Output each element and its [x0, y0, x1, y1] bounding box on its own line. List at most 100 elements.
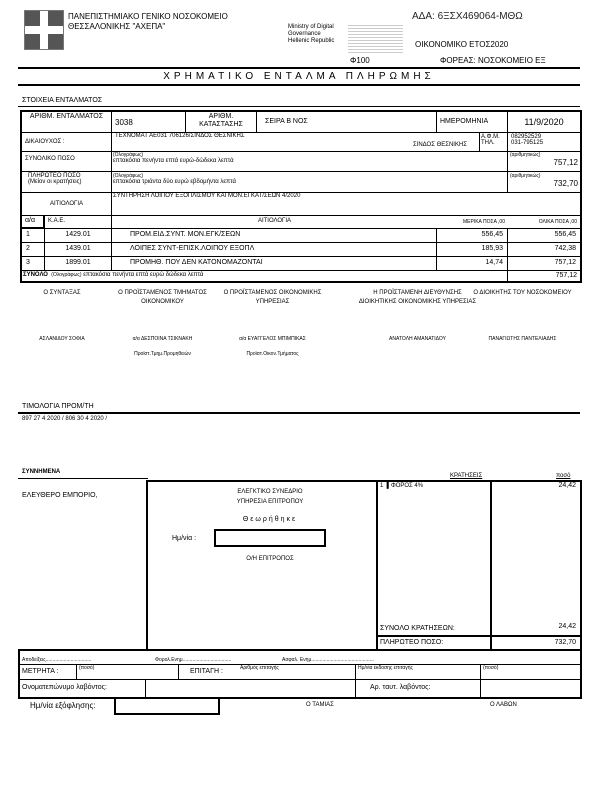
- order-number-label: ΑΡΙΘΜ. ΕΝΤΑΛΜΑΤΟΣ: [22, 112, 112, 133]
- col-kae: Κ.Α.Ε.: [45, 216, 112, 229]
- series: ΣΕΙΡΑ Β ΝΟΣ: [257, 112, 437, 133]
- deductions-total-label: ΣΥΝΟΛΟ ΚΡΑΤΗΣΕΩΝ:: [380, 625, 455, 632]
- signatory-title: Προϊστ.Τμημ.Προμηθειών: [134, 351, 191, 357]
- cash-amount-label[interactable]: (ποσό): [79, 665, 95, 671]
- item-kae: 1899.01: [45, 257, 112, 271]
- payable-total: 732,70: [554, 639, 576, 646]
- signatory-title: Προϊστ.Οικον.Τμήματος: [246, 351, 299, 357]
- ada-code: ΑΔΑ: 6ΞΣΧ469064-ΜΘΩ: [412, 11, 523, 22]
- cashier: Ο ΤΑΜΙΑΣ: [306, 702, 334, 708]
- item-total-amount: 556,45: [508, 229, 580, 243]
- org-name-line1: ΠΑΝΕΠΙΣΤΗΜΙΑΚΟ ΓΕΝΙΚΟ ΝΟΣΟΚΟΜΕΙΟ: [68, 12, 228, 21]
- cash-label: ΜΕΤΡΗΤΑ :: [22, 668, 59, 675]
- paid-date-label: Ημ/νία εξόφλησης:: [30, 701, 96, 710]
- payable-amount: (αριθμητικώς) 732,70: [508, 172, 580, 193]
- deduction-amount: 24,42: [558, 482, 576, 489]
- payable-total-label: ΠΛΗΡΩΤΕΟ ΠΟΣΟ:: [380, 639, 444, 646]
- deductions-label: ΚΡΑΤΗΣΕΙΣ: [450, 473, 483, 479]
- item-aa: 3: [22, 257, 45, 271]
- section-title: ΣΤΟΙΧΕΙΑ ΕΝΤΑΛΜΑΤΟΣ: [22, 97, 103, 104]
- item-kae: 1439.01: [45, 243, 112, 257]
- commissioner: Ο/Η ΕΠΙΤΡΟΠΟΣ: [246, 556, 294, 562]
- receiver-id-label: Αρ. ταυτ. λαβόντος:: [370, 684, 431, 691]
- signatory-name: ΠΑΝΑΓΙΩΤΗΣ ΠΑΝΤΕΛΙΑΔΗΣ: [488, 336, 557, 342]
- item-kae: 1429.01: [45, 229, 112, 243]
- cheque-number[interactable]: Αριθμός επιταγής: [240, 665, 279, 671]
- invoices-label: ΤΙΜΟΛΟΓΙΑ ΠΡΟΜ/ΤΗ: [22, 403, 94, 410]
- item-aa: 1: [22, 229, 45, 243]
- total-label: ΣΥΝΟΛΙΚΟ ΠΟΣΟ: [22, 152, 112, 172]
- item-partial-amount: 556,45: [437, 229, 508, 243]
- receiver-name-label: Ονοματεπώνυμο λαβόντος:: [22, 684, 107, 691]
- sum-amount: 757,12: [555, 272, 577, 279]
- item-total-amount: 757,12: [508, 257, 580, 271]
- attachments-value: ΕΛΕΥΘΕΡΟ ΕΜΠΟΡΙΟ,: [22, 492, 98, 499]
- reason: ΣΥΝΤΗΡΗΣΗ ΛΟΙΠΟΥ ΕΞΟΠΛΙΣΜΟΥ ΚΑΙ ΜΟΝ.ΕΓΚΑ…: [112, 193, 580, 216]
- invoices-value: 897 27 4 2020 / 806 30 4 2020 /: [22, 416, 108, 422]
- agency: ΦΟΡΕΑΣ: ΝΟΣΟΚΟΜΕΙΟ ΕΞ: [440, 56, 546, 65]
- deductions-amount-label: ποσό: [556, 473, 571, 479]
- org-name-line2: ΘΕΣΣΑΛΟΝΙΚΗΣ "ΑΧΕΠΑ": [68, 22, 166, 31]
- order-table: [20, 110, 582, 283]
- col-reason: ΑΙΤΙΟΛΟΓΙΑ: [112, 216, 437, 229]
- signature-role: Ο ΣΥΝΤΑΞΑΣ: [43, 290, 81, 296]
- beneficiary-label: ΔΙΚΑΙΟΥΧΟΣ :: [22, 133, 112, 152]
- cheque-date[interactable]: Ημ/νία έκδοσης επιταγής: [358, 665, 413, 671]
- col-total: ΟΛΙΚΑ ΠΟΣΑ ,00: [508, 216, 580, 229]
- receiver-id-input[interactable]: [481, 680, 580, 699]
- audit-line2: ΥΠΗΡΕΣΙΑ ΕΠΙΤΡΟΠΟΥ: [236, 499, 304, 505]
- item-description: ΠΡΟΜ.ΕΙΔ.ΣΥΝΤ. ΜΟΝ.ΕΓΚ/ΣΕΩΝ: [112, 229, 437, 243]
- document-title: ΧΡΗΜΑΤΙΚΟ ΕΝΤΑΛΜΑ ΠΛΗΡΩΜΗΣ: [163, 71, 435, 82]
- phi-code: Φ100: [350, 56, 370, 65]
- signatory-name: α/α ΕΥΑΓΓΕΛΟΣ ΜΠΙΜΠΙΚΑΣ: [239, 336, 306, 342]
- beneficiary: ΤΕΧΝΟΜΑΤ ΑΕ031 706126/ΣΙΝΔΟΣ ΘΕΣΝΙΚΗΣ ΣΙΝ…: [112, 133, 480, 152]
- fiscal-year: ΟΙΚΟΝΟΜΙΚΟ ΕΤΟΣ2020: [415, 40, 509, 49]
- item-partial-amount: 185,93: [437, 243, 508, 257]
- signature-role: Ο ΠΡΟΪΣΤΑΜΕΝΟΣ ΟΙΚΟΝΟΜΙΚΗΣ ΥΠΗΡΕΣΙΑΣ: [223, 290, 322, 305]
- order-number: 3038: [112, 112, 186, 133]
- signature-role: Ο ΠΡΟΪΣΤΑΜΕΝΟΣ ΤΜΗΜΑΤΟΣ ΟΙΚΟΝΟΜΙΚΟΥ: [118, 290, 207, 305]
- deductions-total: 24,42: [558, 623, 576, 630]
- digital-signature-stamp: [348, 23, 403, 53]
- reason-label: ΑΙΤΙΟΛΟΓΙΑ: [22, 193, 112, 216]
- payable-label: ΠΛΗΡΩΤΕΟ ΠΟΣΟ (Μείον οι κρατήσεις): [22, 172, 112, 193]
- signatory-name: ΑΣΛΑΝΙΔΟΥ ΣΟΦΙΑ: [39, 336, 85, 342]
- afm-label: Α.Φ.Μ. ΤΗΛ.: [480, 133, 508, 152]
- insurance-clearance: Ασφαλ. Ενημ.............................…: [282, 657, 374, 663]
- cheque-label: ΕΠΙΤΑΓΗ :: [190, 668, 223, 675]
- audit-line1: ΕΛΕΓΚΤΙΚΟ ΣΥΝΕΔΡΙΟ: [237, 489, 303, 495]
- receiver: Ο ΛΑΒΩΝ: [490, 702, 517, 708]
- item-aa: 2: [22, 243, 45, 257]
- hospital-logo-cross-icon: [24, 10, 64, 50]
- afm-phone: 082952529 031-795125: [508, 133, 580, 152]
- tax-clearance: Φορολ.Ενημ..............................…: [155, 657, 232, 663]
- payable-words: (Ολογράφως) επτακόσια τριάντα δύο ευρώ εβ…: [112, 172, 508, 193]
- total-amount: (αριθμητικώς) 757,12: [508, 152, 580, 172]
- total-words: (Ολογράφως) επτακόσια πενήντα επτά ευρώ-δ…: [112, 152, 508, 172]
- cheque-amount[interactable]: (ποσό): [483, 665, 499, 671]
- audit-date-input[interactable]: [214, 529, 326, 547]
- item-total-amount: 742,38: [508, 243, 580, 257]
- attachments-label: ΣΥΝΝΗΜΕΝΑ: [22, 469, 61, 475]
- signatory-name: ΑΝΑΤΟΛΗ ΑΜΑΝΑΤΙΔΟΥ: [389, 336, 446, 342]
- date-label: ΗΜΕΡΟΜΗΝΙΑ: [437, 112, 508, 133]
- signature-role: Ο ΔΙΟΙΚΗΤΗΣ ΤΟΥ ΝΟΣΟΚΟΜΕΙΟΥ: [473, 290, 572, 296]
- col-partial: ΜΕΡΙΚΑ ΠΟΣΑ ,00: [400, 216, 508, 229]
- item-description: ΛΟΙΠΕΣ ΣΥΝΤ-ΕΠΙΣΚ.ΛΟΙΠΟΥ ΕΞΟΠΛ: [112, 243, 437, 257]
- ministry-text: Ministry of Digital Governance Hellenic Re…: [288, 24, 335, 44]
- col-aa: α/α: [22, 216, 45, 229]
- receiver-name-input[interactable]: [146, 680, 354, 699]
- sum-words: ΣΥΝΟΛΟ (Ολογράφως) επτακόσια πενήντα επτ…: [22, 271, 508, 282]
- state-number-label: ΑΡΙΘΜ. ΚΑΤΑΣΤΑΣΗΣ: [186, 112, 257, 133]
- deduction-row: 1 ▌ΦΟΡΟΣ 4%: [380, 483, 424, 489]
- audit-date-label: Ημ/νία :: [172, 535, 197, 542]
- approved-text: Θεωρήθηκε: [242, 516, 298, 523]
- paid-date-input[interactable]: [114, 698, 220, 715]
- item-description: ΠΡΟΜΗΘ. ΠΟΥ ΔΕΝ ΚΑΤΟΝΟΜΑΖΟΝΤΑΙ: [112, 257, 437, 271]
- signature-role: Η ΠΡΟΪΣΤΑΜΕΝΗ ΔΙΕΥΘΥΝΣΗΣ ΔΙΟΙΚΗΤΙΚΗΣ ΟΙΚ…: [358, 290, 477, 305]
- signatory-name: α/α ΔΕΣΠΟΙΝΑ ΤΣΙΚΝΑΚΗ: [132, 336, 193, 342]
- item-partial-amount: 14,74: [437, 257, 508, 271]
- receipts: Αποδείξεις..............................…: [22, 657, 92, 663]
- order-date: 11/9/2020: [508, 112, 580, 133]
